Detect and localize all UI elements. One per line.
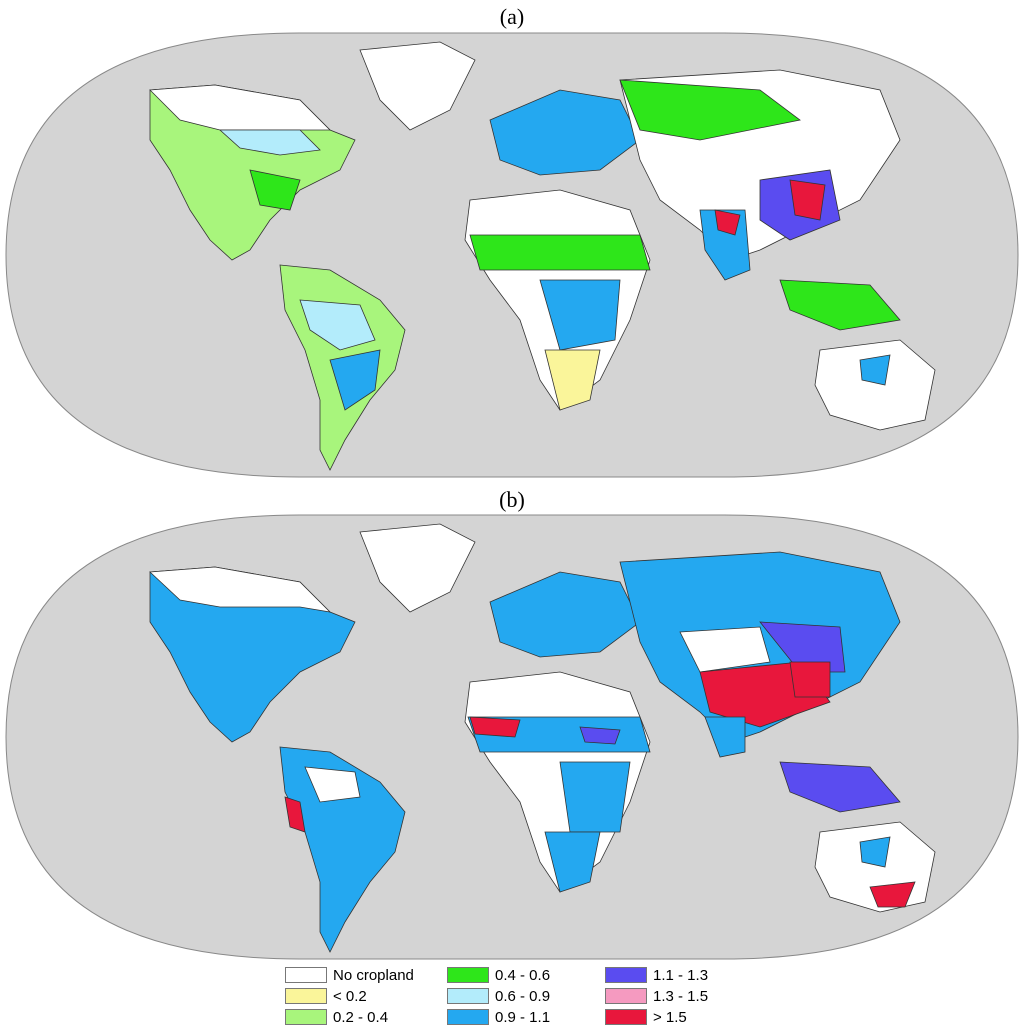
legend-item-0-6-0-9: 0.6 - 0.9 [447,987,550,1005]
legend-swatch [605,1009,647,1025]
legend-item-0-4-0-6: 0.4 - 0.6 [447,966,550,984]
legend-item-1-1-1-3: 1.1 - 1.3 [605,966,708,984]
legend-label: 0.4 - 0.6 [495,966,551,984]
legend-swatch [447,988,489,1004]
world-map-a [5,32,1019,478]
legend-item-no-cropland: No cropland [285,966,414,984]
panel-b-label: (b) [499,487,525,512]
legend-swatch [285,967,327,983]
legend: No cropland < 0.2 0.2 - 0.4 0.4 - 0.6 0.… [285,966,755,1028]
map-b-europe [489,571,641,658]
legend-swatch [605,988,647,1004]
legend-label: 0.2 - 0.4 [333,1008,389,1026]
legend-swatch [285,988,327,1004]
legend-swatch [447,967,489,983]
legend-swatch [285,1009,327,1025]
legend-swatch [447,1009,489,1025]
legend-label: No cropland [333,966,414,984]
legend-item-1-3-1-5: 1.3 - 1.5 [605,987,708,1005]
legend-label: 1.1 - 1.3 [653,966,709,984]
legend-label: > 1.5 [653,1008,687,1026]
map-a-greenland [359,41,476,131]
legend-label: < 0.2 [333,987,367,1005]
map-a-europe [489,89,641,176]
map-b-greenland [359,523,476,613]
legend-label: 1.3 - 1.5 [653,987,709,1005]
world-map-b [5,514,1019,960]
legend-label: 0.9 - 1.1 [495,1008,551,1026]
legend-label: 0.6 - 0.9 [495,987,551,1005]
legend-item-0-2-0-4: 0.2 - 0.4 [285,1008,388,1026]
legend-item-lt-0-2: < 0.2 [285,987,367,1005]
panel-a-label: (a) [499,4,525,29]
legend-item-0-9-1-1: 0.9 - 1.1 [447,1008,550,1026]
legend-item-gt-1-5: > 1.5 [605,1008,687,1026]
legend-swatch [605,967,647,983]
map-a-australia [814,339,936,431]
